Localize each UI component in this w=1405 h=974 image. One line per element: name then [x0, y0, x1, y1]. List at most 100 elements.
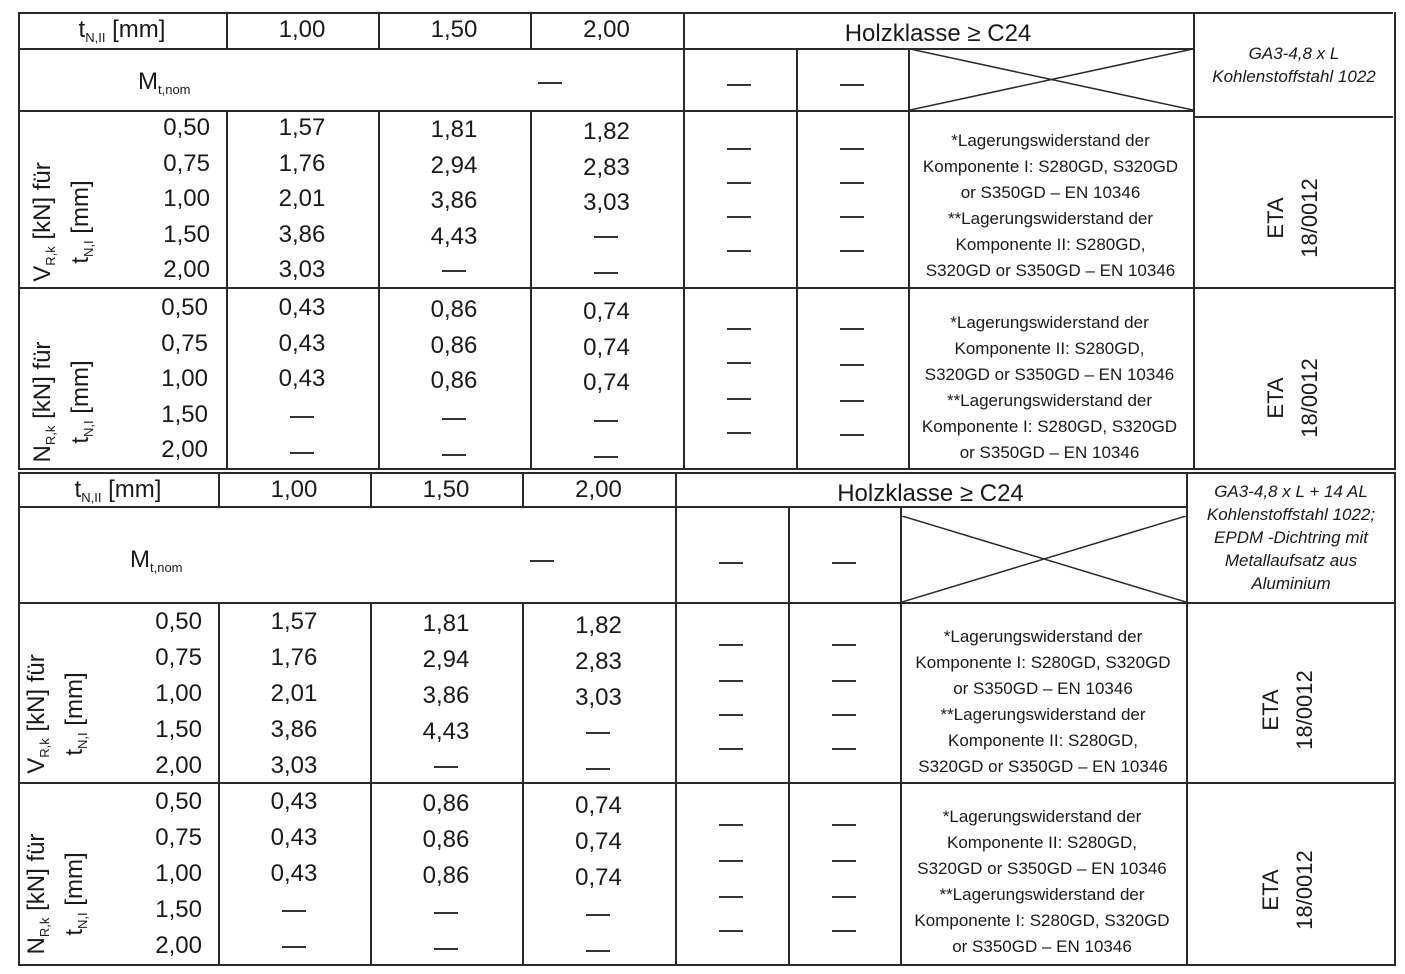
product-description: GA3-4,8 x L Kohlenstoffstahl 1022: [1212, 44, 1376, 86]
mt-nom-label: Mt,nom: [130, 546, 183, 576]
n-value: 0,86: [422, 826, 470, 853]
n-value: 0,86: [422, 790, 470, 817]
v-value: 2,01: [278, 185, 326, 212]
n-value: 0,43: [270, 788, 318, 815]
n-rk-row-label: NR,k [kN] für tN,I [mm]: [23, 833, 90, 955]
thickness-0-50: 0,50: [161, 294, 208, 321]
dash: [719, 644, 743, 646]
dash: [442, 454, 466, 456]
dash: [594, 420, 618, 422]
dash: [727, 362, 751, 364]
header-col-3: 2,00: [583, 16, 630, 43]
thickness-1-50: 1,50: [155, 896, 202, 923]
wood-class-label: Holzklasse ≥ C24: [844, 20, 1032, 47]
dash: [594, 456, 618, 458]
dash: [840, 250, 864, 252]
thickness-1-50: 1,50: [163, 221, 210, 248]
thickness-2-00: 2,00: [155, 752, 202, 779]
dash: [282, 946, 306, 948]
wood-class-label: Holzklasse ≥ C24: [837, 480, 1024, 507]
n-value: 0,74: [575, 792, 622, 819]
thickness-0-50: 0,50: [155, 608, 202, 635]
thickness-0-75: 0,75: [161, 330, 208, 357]
dash: [586, 768, 610, 770]
table-section-1: tN,II [mm] 1,00 1,50 2,00 Holzklasse ≥ C…: [18, 12, 1396, 470]
dash: [832, 644, 856, 646]
crossed-out-cell: [902, 516, 1186, 602]
dash: [840, 328, 864, 330]
dash: [719, 714, 743, 716]
bearing-resistance-note: *Lagerungswiderstand der Komponente II: S…: [921, 313, 1178, 462]
dash: [719, 896, 743, 898]
n-value: 0,74: [575, 828, 622, 855]
v-value: 1,81: [430, 116, 478, 143]
v-rk-row-label: VR,k [kN] für tN,I [mm]: [23, 654, 90, 774]
v-value: 4,43: [422, 718, 470, 745]
thickness-0-75: 0,75: [155, 644, 202, 671]
dash: [840, 84, 864, 86]
header-col-2: 1,50: [422, 476, 470, 503]
header-col-3: 2,00: [575, 476, 622, 503]
dash: [727, 182, 751, 184]
bearing-resistance-note: *Lagerungswiderstand der Komponente I: S2…: [922, 131, 1179, 280]
dash: [727, 216, 751, 218]
dash: [434, 948, 458, 950]
n-rk-row-label: NR,k [kN] für tN,I [mm]: [29, 341, 96, 463]
dash: [840, 434, 864, 436]
dash: [840, 216, 864, 218]
header-thickness-label: tN,II [mm]: [78, 16, 166, 46]
v-value: 3,03: [583, 189, 630, 216]
dash: [290, 416, 314, 418]
eta-reference: ETA 18/0012: [1263, 358, 1322, 438]
thickness-2-00: 2,00: [155, 932, 202, 959]
eta-reference: ETA 18/0012: [1263, 178, 1322, 258]
v-value: 3,86: [270, 716, 318, 743]
dash: [832, 896, 856, 898]
dash: [832, 930, 856, 932]
header-col-1: 1,00: [270, 476, 318, 503]
n-value: 0,74: [575, 864, 622, 891]
v-value: 1,57: [270, 608, 318, 635]
v-value: 4,43: [430, 223, 478, 250]
n-value: 0,43: [278, 365, 326, 392]
n-value: 0,74: [583, 298, 630, 325]
n-value: 0,43: [278, 330, 326, 357]
dash: [586, 914, 610, 916]
thickness-1-00: 1,00: [155, 860, 202, 887]
mt-nom-value: [538, 82, 562, 84]
thickness-0-50: 0,50: [155, 788, 202, 815]
eta-reference: ETA 18/0012: [1258, 670, 1317, 750]
header-col-2: 1,50: [430, 16, 478, 43]
dash: [719, 748, 743, 750]
dash: [586, 950, 610, 952]
dash: [282, 910, 306, 912]
dash: [832, 748, 856, 750]
dash: [832, 562, 856, 564]
v-value: 1,76: [270, 644, 318, 671]
dash: [832, 824, 856, 826]
thickness-1-00: 1,00: [163, 185, 210, 212]
v-value: 1,82: [575, 612, 622, 639]
v-value: 2,83: [575, 648, 622, 675]
dash: [840, 364, 864, 366]
n-value: 0,86: [430, 296, 478, 323]
dash: [832, 860, 856, 862]
thickness-1-50: 1,50: [155, 716, 202, 743]
v-value: 3,86: [278, 221, 326, 248]
v-value: 3,86: [422, 682, 470, 709]
header-col-1: 1,00: [278, 16, 326, 43]
mt-nom-value: [530, 560, 554, 562]
mt-nom-label: Mt,nom: [138, 68, 191, 98]
n-value: 0,86: [422, 862, 470, 889]
dash: [442, 270, 466, 272]
dash: [727, 328, 751, 330]
dash: [594, 272, 618, 274]
dash: [442, 418, 466, 420]
dash: [719, 860, 743, 862]
dash: [727, 432, 751, 434]
n-value: 0,43: [270, 824, 318, 851]
dash: [594, 236, 618, 238]
v-value: 2,01: [270, 680, 318, 707]
thickness-2-00: 2,00: [163, 256, 210, 283]
